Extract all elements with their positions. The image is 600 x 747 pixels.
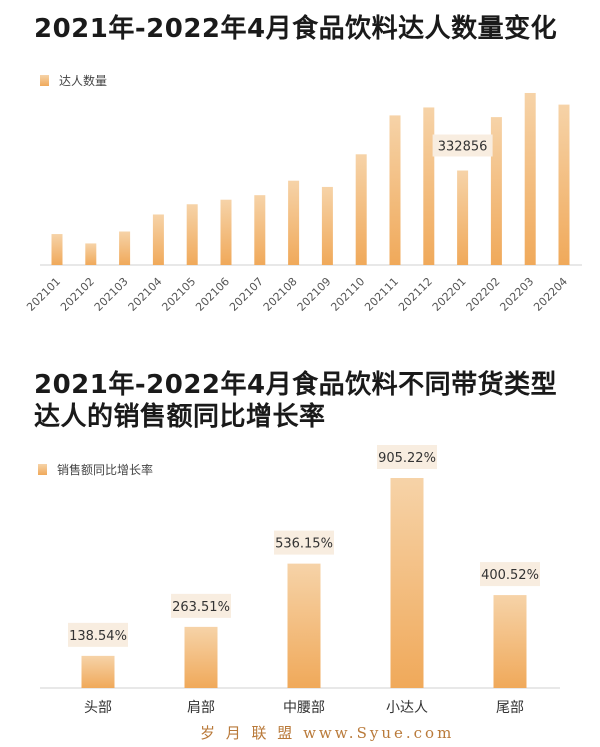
- bar-202112: [423, 107, 435, 265]
- bar-中腰部: [287, 563, 321, 688]
- category-label: 小达人: [386, 700, 428, 716]
- bar-202107: [254, 195, 266, 265]
- bar-202204: [558, 104, 570, 265]
- data-label: 263.51%: [172, 600, 230, 615]
- bar-肩部: [184, 626, 218, 688]
- bar-202202: [490, 117, 502, 265]
- data-label-bg: [171, 593, 231, 618]
- chart1-title: 2021年-2022年4月食品饮料达人数量变化: [34, 14, 558, 44]
- bar-小达人: [390, 478, 424, 688]
- chart1-plot: 达人数量 20210120210220210320210420210520210…: [24, 73, 582, 314]
- bar-202103: [119, 231, 131, 265]
- legend-label: 销售额同比增长率: [57, 462, 153, 477]
- data-label: 138.54%: [69, 629, 127, 644]
- chart2-title-line2: 达人的销售额同比增长率: [34, 402, 326, 432]
- bar-202102: [85, 243, 97, 265]
- category-label: 头部: [84, 700, 112, 716]
- bar-202203: [524, 92, 536, 266]
- legend-label: 达人数量: [59, 73, 107, 88]
- legend-swatch: [38, 464, 47, 475]
- bar-202104: [152, 214, 164, 265]
- bar-头部: [81, 655, 115, 688]
- bar-202105: [186, 204, 198, 265]
- bar-202101: [51, 234, 63, 265]
- data-label-bg: [68, 622, 128, 647]
- data-label-bg: [432, 134, 493, 157]
- watermark: 岁 月 联 盟 www.Syue.com: [200, 724, 455, 742]
- bar-202109: [321, 186, 333, 265]
- bar-202110: [355, 154, 367, 265]
- data-label-bg: [480, 562, 540, 587]
- category-label: 中腰部: [283, 700, 325, 716]
- bar-尾部: [493, 595, 527, 688]
- bar-202111: [389, 115, 401, 266]
- data-label-bg: [274, 530, 334, 555]
- bar-202108: [288, 180, 300, 265]
- chart2-title-line1: 2021年-2022年4月食品饮料不同带货类型: [34, 370, 558, 400]
- data-label: 400.52%: [481, 568, 539, 583]
- data-label: 536.15%: [275, 537, 333, 552]
- data-label: 905.22%: [378, 451, 436, 466]
- legend-swatch: [40, 75, 49, 86]
- data-label-bg: [377, 445, 437, 469]
- category-label: 肩部: [187, 700, 215, 716]
- data-label: 332856: [438, 140, 488, 155]
- bar-202106: [220, 199, 232, 265]
- category-label: 尾部: [496, 700, 524, 716]
- bar-202201: [457, 170, 469, 265]
